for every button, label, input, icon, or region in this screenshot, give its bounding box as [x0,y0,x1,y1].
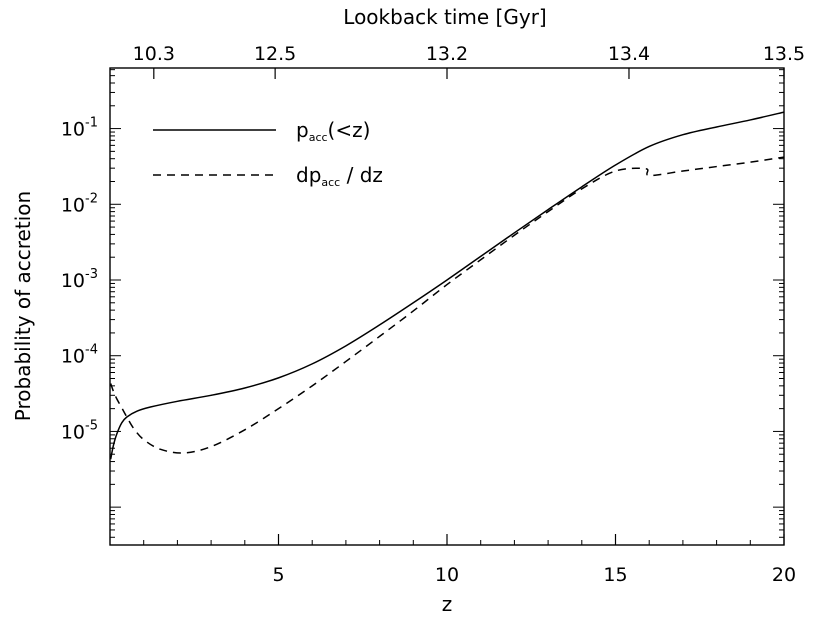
plot-frame [109,67,785,546]
top-tick-label: 10.3 [133,43,175,65]
y-tick-label: 10-2 [61,191,98,216]
top-tick-label: 13.5 [763,43,805,65]
top-axis-title: Lookback time [Gyr] [343,5,546,29]
series-line-derivative [109,156,785,454]
ticks-layer [110,68,785,545]
x-tick-label: 15 [603,564,627,586]
x-axis-title: z [442,592,453,616]
y-tick-label: 10-3 [61,267,98,292]
y-tick-label: 10-5 [61,418,98,443]
legend-label-solid: pacc(<z) [296,118,370,144]
top-tick-label: 13.2 [426,43,468,65]
series-line-cumulative [109,111,785,460]
x-tick-label: 20 [772,564,796,586]
y-tick-label: 10-1 [61,116,98,141]
y-tick-label: 10-4 [61,343,98,368]
labels-layer: 5 10 15 20 10.3 12.5 13.2 13.4 13.5 10-5 10-4 10-3 1… [61,43,805,586]
series-layer [109,111,785,460]
legend-label-dashed: dpacc / dz [296,163,383,189]
legend: pacc(<z) dpacc / dz [153,118,383,189]
x-tick-label: 5 [272,564,284,586]
top-tick-label: 13.4 [608,43,650,65]
top-tick-label: 12.5 [254,43,296,65]
y-axis-title: Probability of accretion [11,191,35,421]
x-tick-label: 10 [435,564,459,586]
